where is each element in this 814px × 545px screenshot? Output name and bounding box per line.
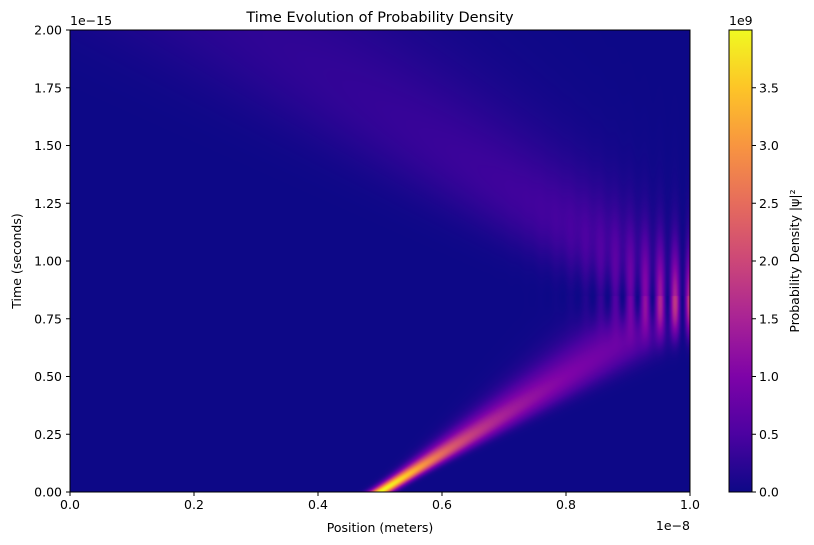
colorbar-label: Probability Density |ψ|² <box>787 189 802 332</box>
y-tick-label: 0.00 <box>34 485 62 500</box>
y-tick-label: 1.75 <box>34 80 62 95</box>
heatmap-image <box>70 30 690 492</box>
colorbar: 0.0 0.5 1.0 1.5 2.0 2.5 3.0 3.5 1e9 Probability… <box>728 13 802 500</box>
y-tick-label: 0.50 <box>34 369 62 384</box>
x-tick-label: 0.4 <box>308 497 328 512</box>
y-axis-label: Time (seconds) <box>9 213 24 309</box>
x-offset-label: 1e−8 <box>656 518 690 533</box>
y-tick-label: 1.25 <box>34 196 62 211</box>
colorbar-tick-label: 3.0 <box>759 138 779 153</box>
x-axis-ticks: 0.0 0.2 0.4 0.6 0.8 1.0 <box>60 492 700 512</box>
colorbar-gradient <box>728 29 753 493</box>
heatmap-plot <box>70 30 690 492</box>
colorbar-tick-label: 3.5 <box>759 80 779 95</box>
colorbar-tick-label: 0.5 <box>759 427 779 442</box>
colorbar-tick-label: 1.5 <box>759 311 779 326</box>
x-tick-label: 0.8 <box>556 497 576 512</box>
y-tick-label: 1.00 <box>34 254 62 269</box>
y-tick-label: 0.25 <box>34 427 62 442</box>
chart-title: Time Evolution of Probability Density <box>245 10 514 26</box>
colorbar-tick-label: 2.5 <box>759 196 779 211</box>
colorbar-tick-label: 2.0 <box>759 254 779 269</box>
x-tick-label: 1.0 <box>680 497 700 512</box>
x-tick-label: 0.2 <box>184 497 204 512</box>
x-tick-label: 0.0 <box>60 497 80 512</box>
y-axis-ticks: 0.00 0.25 0.50 0.75 1.00 1.25 1.50 1.75 2.00 <box>34 23 70 500</box>
y-tick-label: 1.50 <box>34 138 62 153</box>
colorbar-ticks: 0.0 0.5 1.0 1.5 2.0 2.5 3.0 3.5 <box>752 80 779 500</box>
colorbar-tick-label: 1.0 <box>759 369 779 384</box>
x-axis-label: Position (meters) <box>327 520 434 535</box>
colorbar-tick-label: 0.0 <box>759 485 779 500</box>
x-tick-label: 0.6 <box>432 497 452 512</box>
colorbar-offset-label: 1e9 <box>729 13 753 28</box>
y-tick-label: 0.75 <box>34 311 62 326</box>
y-offset-label: 1e−15 <box>70 13 112 28</box>
y-tick-label: 2.00 <box>34 23 62 38</box>
